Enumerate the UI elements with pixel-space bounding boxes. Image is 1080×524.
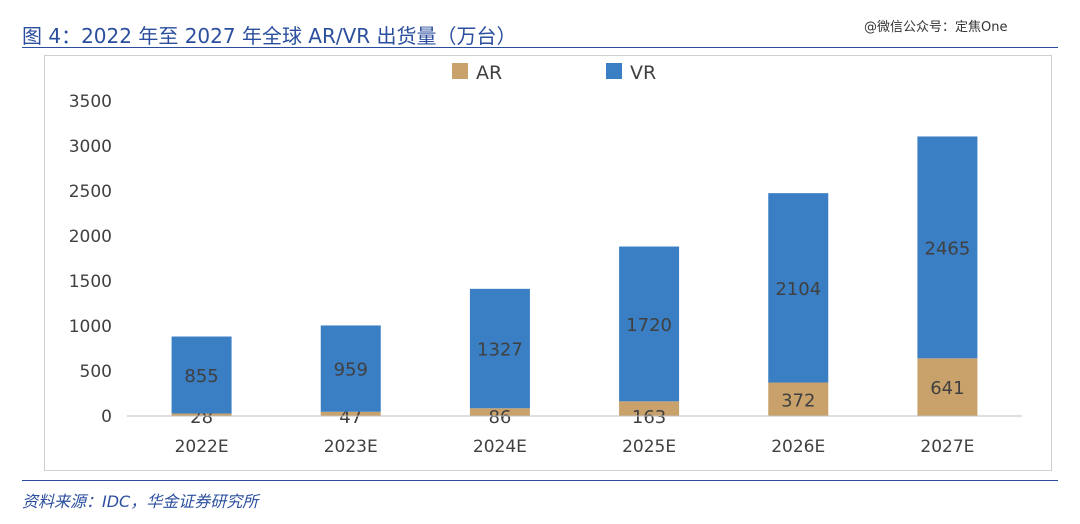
bar-ar-2025E bbox=[619, 401, 680, 416]
data-label-ar: 641 bbox=[930, 378, 964, 399]
chart-title: 图 4：2022 年至 2027 年全球 AR/VR 出货量（万台） bbox=[22, 24, 517, 48]
data-label-ar: 86 bbox=[488, 407, 511, 428]
data-label-ar: 47 bbox=[339, 407, 362, 428]
watermark: @微信公众号：定焦One bbox=[864, 20, 1008, 35]
y-tick-label: 1000 bbox=[69, 317, 112, 337]
bar-vr-2024E bbox=[469, 288, 530, 409]
data-label-vr: 1327 bbox=[477, 340, 523, 361]
y-axis: 0 500 1000 1500 2000 2500 3000 3500 bbox=[69, 92, 112, 427]
bar-ar-2027E bbox=[917, 358, 978, 416]
data-label-ar: 163 bbox=[632, 407, 666, 428]
chart-frame bbox=[44, 55, 1052, 471]
bar-vr-2023E bbox=[320, 325, 381, 412]
legend-swatch-ar bbox=[452, 63, 468, 79]
legend-swatch-vr bbox=[606, 63, 622, 79]
y-tick-label: 3500 bbox=[69, 92, 112, 112]
header-rule bbox=[22, 47, 1058, 48]
data-label-vr: 959 bbox=[334, 360, 368, 381]
data-label-vr: 855 bbox=[184, 366, 218, 387]
data-label-vr: 2465 bbox=[925, 238, 971, 259]
footer-rule bbox=[22, 480, 1058, 481]
y-tick-label: 2500 bbox=[69, 182, 112, 202]
legend-label-vr: VR bbox=[630, 62, 656, 84]
x-tick-label: 2024E bbox=[473, 437, 527, 457]
x-tick-label: 2026E bbox=[771, 437, 825, 457]
bar-ar-2022E bbox=[171, 413, 232, 416]
bar-vr-2026E bbox=[768, 193, 829, 383]
x-tick-label: 2025E bbox=[622, 437, 676, 457]
y-tick-label: 500 bbox=[80, 362, 112, 382]
data-label-vr: 2104 bbox=[775, 279, 821, 300]
bar-ar-2026E bbox=[768, 382, 829, 416]
bar-vr-2027E bbox=[917, 136, 978, 359]
x-tick-label: 2023E bbox=[324, 437, 378, 457]
y-tick-label: 2000 bbox=[69, 227, 112, 247]
x-axis: 2022E 2023E 2024E 2025E 2026E 2027E bbox=[175, 437, 975, 457]
legend-label-ar: AR bbox=[476, 62, 502, 84]
bar-ar-2024E bbox=[469, 408, 530, 416]
data-label-vr: 1720 bbox=[626, 315, 672, 336]
y-tick-label: 3000 bbox=[69, 137, 112, 157]
y-tick-label: 1500 bbox=[69, 272, 112, 292]
y-tick-label: 0 bbox=[101, 407, 112, 427]
x-tick-label: 2022E bbox=[175, 437, 229, 457]
source-note: 资料来源：IDC，华金证券研究所 bbox=[22, 492, 259, 511]
bar-vr-2022E bbox=[171, 336, 232, 414]
data-label-ar: 372 bbox=[781, 390, 815, 411]
legend: AR VR bbox=[452, 62, 656, 84]
x-tick-label: 2027E bbox=[920, 437, 974, 457]
bar-ar-2023E bbox=[320, 411, 381, 416]
bar-vr-2025E bbox=[619, 246, 680, 402]
